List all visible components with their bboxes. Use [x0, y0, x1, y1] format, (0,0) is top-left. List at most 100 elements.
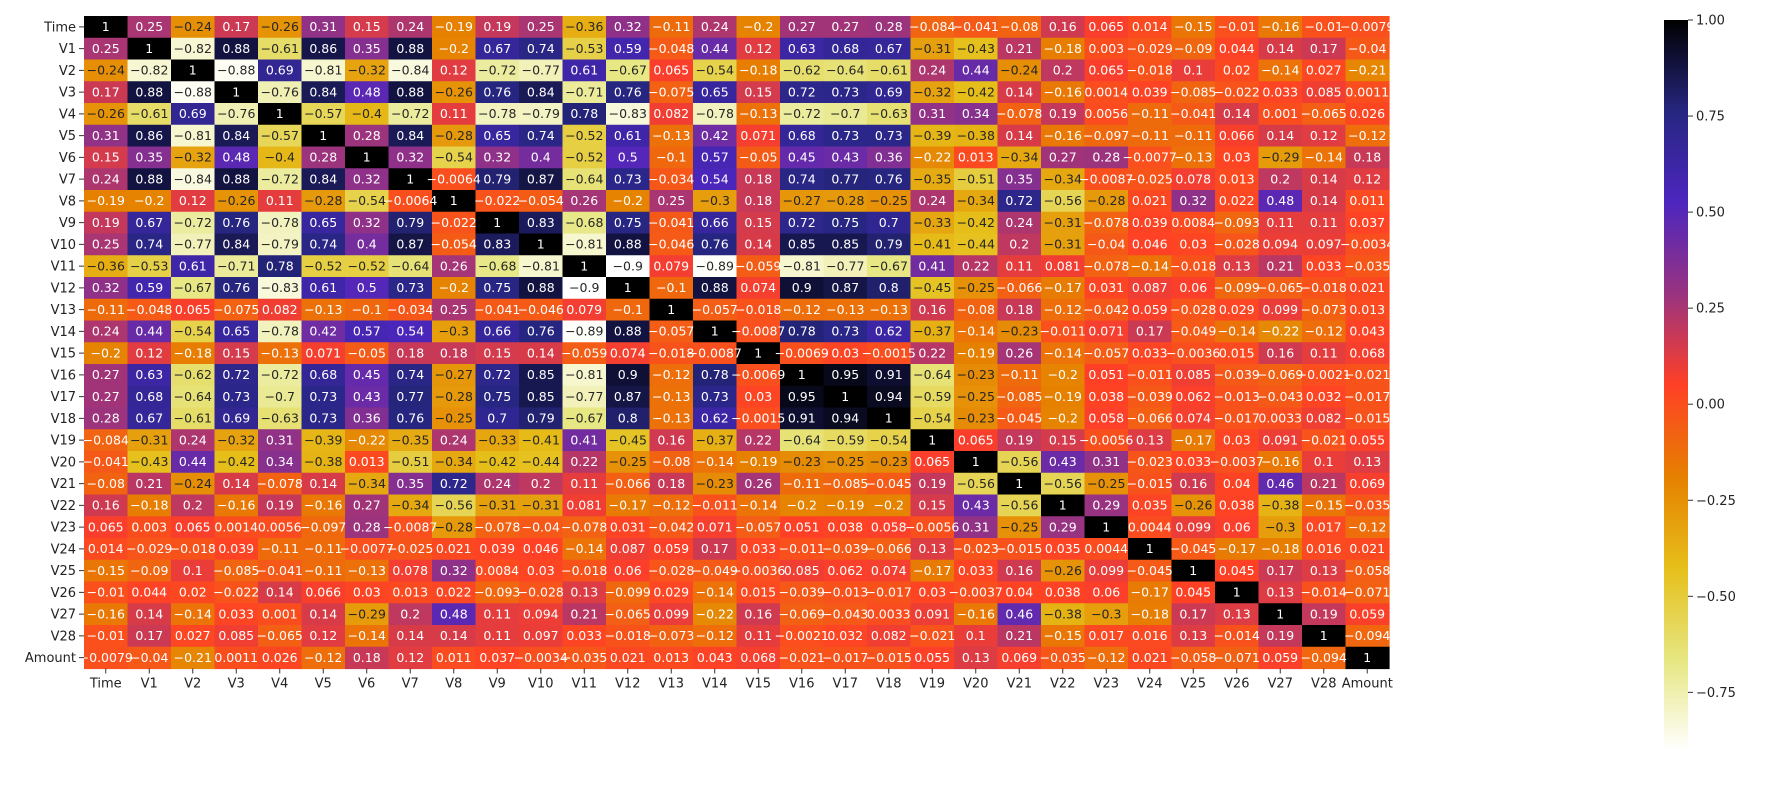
cell-value-label: −0.64 — [783, 432, 821, 447]
cell-value-label: 0.17 — [135, 628, 163, 643]
heatmap-cell — [1302, 59, 1347, 82]
x-tick-label: V6 — [358, 677, 375, 692]
heatmap-cell — [258, 364, 303, 387]
x-tick-label: V21 — [1007, 677, 1032, 692]
cell-value-label: 0.17 — [1179, 606, 1207, 621]
cell-value-label: −0.08 — [87, 476, 125, 491]
heatmap-cell — [562, 103, 607, 126]
cell-value-label: 1 — [493, 215, 501, 230]
cell-value-label: 0.029 — [653, 585, 689, 600]
heatmap-cell — [345, 168, 390, 191]
cell-value-label: 0.62 — [875, 324, 903, 339]
heatmap-cell — [823, 364, 868, 387]
heatmap-cell — [519, 407, 564, 430]
heatmap-cell — [519, 429, 564, 452]
heatmap-cell — [127, 429, 172, 452]
cell-value-label: −0.018 — [170, 541, 216, 556]
heatmap-cell — [432, 103, 477, 126]
cell-value-label: 0.037 — [479, 650, 515, 665]
cell-value-label: −0.78 — [696, 106, 734, 121]
cell-value-label: −0.018 — [735, 302, 781, 317]
heatmap-cell — [171, 37, 216, 61]
cell-value-label: 0.66 — [701, 215, 729, 230]
cell-value-label: −0.0077 — [340, 541, 394, 556]
cell-value-label: −0.53 — [130, 258, 168, 273]
cell-value-label: −0.19 — [739, 454, 777, 469]
heatmap-cell — [780, 16, 825, 39]
cell-value-label: 1 — [841, 389, 849, 404]
cell-value-label: 0.021 — [1132, 650, 1168, 665]
heatmap-cell — [127, 342, 172, 365]
heatmap-cell — [736, 146, 781, 169]
heatmap-cell — [519, 298, 564, 322]
cell-value-label: 0.45 — [353, 367, 381, 382]
cell-value-label: 0.35 — [135, 150, 163, 165]
cell-value-label: −0.0021 — [1297, 367, 1351, 382]
heatmap-cell — [649, 103, 694, 126]
cell-value-label: −0.14 — [696, 585, 734, 600]
cell-value-label: 0.11 — [1266, 215, 1294, 230]
cell-value-label: −0.021 — [909, 628, 955, 643]
heatmap-cell — [997, 255, 1042, 278]
cell-value-label: 0.18 — [396, 345, 424, 360]
heatmap-cell — [1345, 211, 1390, 235]
cell-value-label: 0.033 — [1132, 345, 1168, 360]
heatmap-cell — [214, 16, 259, 39]
cell-value-label: 0.082 — [653, 106, 689, 121]
cell-value-label: −0.017 — [866, 585, 912, 600]
y-axis: TimeV1V2V3V4V5V6V7V8V9V10V11V12V13V14V15… — [25, 20, 84, 666]
cell-value-label: 0.24 — [179, 432, 207, 447]
heatmap-cell — [475, 385, 520, 409]
heatmap-cell — [301, 146, 346, 169]
heatmap-cell — [736, 342, 781, 365]
heatmap-cell — [1084, 407, 1129, 430]
cell-value-label: 0.73 — [875, 128, 903, 143]
heatmap-cell — [519, 364, 564, 387]
heatmap-cell — [127, 37, 172, 61]
cell-value-label: −0.04 — [1348, 41, 1386, 56]
cell-value-label: −0.22 — [348, 432, 386, 447]
cell-value-label: −0.61 — [130, 106, 168, 121]
cell-value-label: −0.15 — [87, 563, 125, 578]
heatmap-cell — [997, 277, 1042, 300]
heatmap-cell — [84, 124, 129, 148]
cell-value-label: −0.1 — [352, 302, 382, 317]
heatmap-cell — [780, 429, 825, 452]
heatmap-cell — [388, 37, 433, 61]
heatmap-cell — [910, 277, 955, 300]
heatmap-cell — [867, 407, 912, 430]
cell-value-label: −0.12 — [652, 367, 690, 382]
cell-value-label: 0.16 — [1049, 19, 1077, 34]
heatmap-cell — [867, 211, 912, 235]
heatmap-cell — [127, 277, 172, 300]
cell-value-label: −0.34 — [957, 193, 995, 208]
heatmap-cell — [214, 342, 259, 365]
cell-value-label: −0.62 — [783, 63, 821, 78]
cell-value-label: 0.74 — [527, 41, 555, 56]
cell-value-label: 0.15 — [222, 345, 250, 360]
cell-value-label: −0.035 — [1344, 258, 1390, 273]
heatmap-cell — [780, 277, 825, 300]
cell-value-label: −0.13 — [826, 302, 864, 317]
cell-value-label: −0.41 — [522, 432, 560, 447]
cell-value-label: −0.042 — [1083, 302, 1129, 317]
cell-value-label: 0.074 — [1175, 411, 1211, 426]
heatmap-cell — [214, 81, 259, 104]
cell-value-label: −0.12 — [1044, 302, 1082, 317]
heatmap-cell — [432, 59, 477, 82]
cell-value-label: 0.5 — [357, 280, 377, 295]
cell-value-label: −0.2 — [1048, 367, 1078, 382]
cell-value-label: 0.24 — [918, 63, 946, 78]
cell-value-label: −0.0087 — [688, 345, 742, 360]
heatmap-cell — [1128, 190, 1173, 213]
heatmap-cell — [1128, 233, 1173, 256]
cell-value-label: 0.69 — [875, 84, 903, 99]
cell-value-label: 0.19 — [918, 476, 946, 491]
heatmap-cell — [1258, 190, 1303, 213]
cell-value-label: −0.31 — [913, 41, 951, 56]
heatmap-cell — [823, 342, 868, 365]
cell-value-label: −0.23 — [1000, 324, 1038, 339]
heatmap-cell — [84, 103, 129, 126]
heatmap-cell — [432, 16, 477, 39]
heatmap-cell — [997, 16, 1042, 39]
